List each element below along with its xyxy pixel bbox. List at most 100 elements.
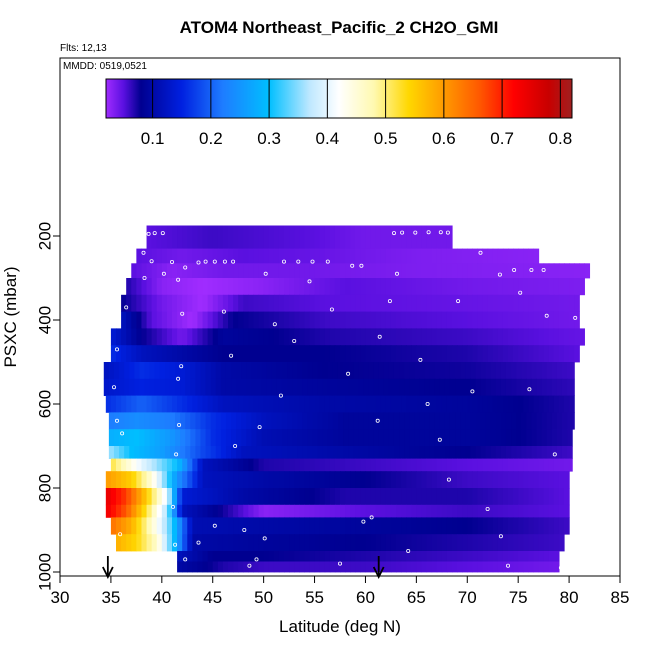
heatmap-cell [236,412,242,430]
heatmap-cell [166,517,173,535]
heatmap-cell [383,378,390,396]
heatmap-cell [197,561,204,573]
heatmap-cell [538,534,545,552]
heatmap-cell [116,517,122,535]
heatmap-cell [370,278,377,296]
heatmap-cell [426,263,433,279]
heatmap-cell [340,225,346,249]
heatmap-cell [487,471,494,489]
heatmap-cell [141,248,148,264]
heatmap-cell [523,278,529,296]
heatmap-cell [236,429,242,447]
heatmap-cell [416,471,423,489]
heatmap-cell [319,488,326,506]
heatmap-cell [411,551,417,562]
heatmap-cell [380,471,387,489]
heatmap-cell [528,471,535,489]
track-point [183,265,188,270]
heatmap-cell [253,294,260,312]
heatmap-cell [217,561,224,573]
heatmap-cell [460,378,466,396]
heatmap-cell [497,345,504,363]
heatmap-cell [225,429,232,447]
heatmap-cell [449,362,456,380]
heatmap-cell [307,429,314,447]
heatmap-cell [129,362,135,380]
heatmap-cell [370,561,377,573]
heatmap-cell [548,517,555,535]
heatmap-cell [421,551,428,562]
heatmap-cell [390,278,397,296]
heatmap-cell [319,551,326,562]
heatmap-cell [309,294,316,312]
heatmap-cell [334,488,341,506]
heatmap-cell [105,471,112,489]
heatmap-cell [500,362,507,380]
heatmap-cell [426,551,433,562]
x-axis-label: Latitude (deg N) [279,617,401,636]
heatmap-cell [421,561,428,573]
heatmap-cell [332,378,339,396]
track-point [325,259,330,264]
heatmap-cell [513,551,519,562]
heatmap-cell [271,378,278,396]
heatmap-cell [548,504,555,518]
heatmap-cell [202,263,209,279]
track-point [329,307,334,312]
heatmap-cell [309,395,316,413]
heatmap-cell [334,517,341,535]
heatmap-cell [411,395,417,413]
heatmap-cell [462,551,468,562]
heatmap-cell [465,378,471,396]
heatmap-cell [261,446,268,459]
heatmap-cell [212,488,219,506]
heatmap-cell [314,395,321,413]
x-axis: 30 35 40 45 50 55 60 65 70 75 80 85 [51,576,629,607]
heatmap-cell [151,534,158,552]
heatmap-cell [144,362,151,380]
heatmap-cell [172,294,178,312]
latitude-arrow [372,556,385,580]
heatmap-cell [345,248,351,264]
heatmap-cell [207,517,214,535]
heatmap-cell [202,517,209,535]
heatmap-cell [319,278,326,296]
heatmap-cell [202,311,209,329]
heatmap-cell [172,345,178,363]
heatmap-cell [292,412,298,430]
heatmap-cell [248,517,255,535]
heatmap-cell [441,225,448,249]
heatmap-cell [273,504,280,518]
heatmap-cell [508,488,514,506]
heatmap-cell [564,488,570,506]
track-point [425,401,430,406]
heatmap-cell [446,345,453,363]
heatmap-cell [383,412,390,430]
heatmap-cell [146,328,153,346]
heatmap-cell [220,378,227,396]
heatmap-cell [411,278,417,296]
heatmap-cell [446,278,453,296]
heatmap-cell [401,263,407,279]
heatmap-cell [444,412,451,430]
heatmap-cell [317,378,324,396]
heatmap-cell [472,551,479,562]
heatmap-cell [401,294,407,312]
heatmap-cell [329,311,336,329]
heatmap-cell [309,504,316,518]
heatmap-cell [477,504,484,518]
heatmap-cell [521,362,527,380]
heatmap-cell [380,263,387,279]
heatmap-cell [508,471,514,489]
heatmap-cell [485,446,492,459]
heatmap-cell [212,534,219,552]
heatmap-cell [436,263,443,279]
x-tick-label: 55 [305,588,324,607]
heatmap-cell [556,378,563,396]
heatmap-cell [141,517,148,535]
heatmap-cell [518,504,524,518]
heatmap-cell [161,345,168,363]
heatmap-cell [207,551,214,562]
heatmap-cell [116,534,122,552]
heatmap-cell [487,561,494,573]
